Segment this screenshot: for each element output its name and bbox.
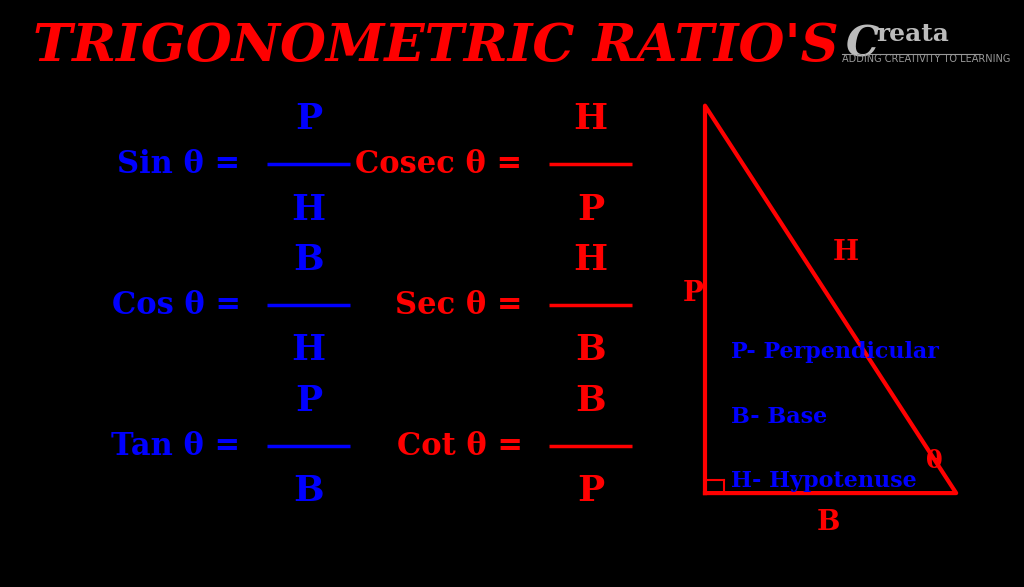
Text: B: B [293, 243, 324, 277]
Text: ADDING CREATIVITY TO LEARNING: ADDING CREATIVITY TO LEARNING [842, 54, 1010, 64]
Text: H: H [573, 243, 607, 277]
Text: B: B [293, 474, 324, 508]
Text: B: B [575, 333, 606, 367]
Text: reata: reata [876, 22, 949, 46]
Text: H- Hypotenuse: H- Hypotenuse [731, 470, 918, 492]
Text: Sin θ =: Sin θ = [118, 149, 251, 180]
Text: H: H [833, 239, 859, 266]
Text: Tan θ =: Tan θ = [112, 431, 251, 461]
Text: H: H [292, 193, 326, 227]
Text: P: P [577, 474, 604, 508]
Text: θ: θ [926, 449, 942, 473]
Text: Cos θ =: Cos θ = [112, 290, 251, 321]
Text: P- Perpendicular: P- Perpendicular [731, 341, 939, 363]
Text: P: P [577, 193, 604, 227]
Text: C: C [846, 23, 880, 66]
Text: H: H [292, 333, 326, 367]
Text: Cot θ =: Cot θ = [396, 431, 534, 461]
Text: Sec θ =: Sec θ = [395, 290, 534, 321]
Text: TRIGONOMETRIC RATIO'S: TRIGONOMETRIC RATIO'S [34, 22, 839, 72]
Text: B: B [575, 384, 606, 418]
Text: P: P [295, 102, 322, 136]
Text: B: B [817, 509, 840, 536]
Text: P: P [683, 280, 703, 307]
Text: Cosec θ =: Cosec θ = [355, 149, 534, 180]
Text: P: P [295, 384, 322, 418]
Text: H: H [573, 102, 607, 136]
Text: B- Base: B- Base [731, 406, 827, 428]
